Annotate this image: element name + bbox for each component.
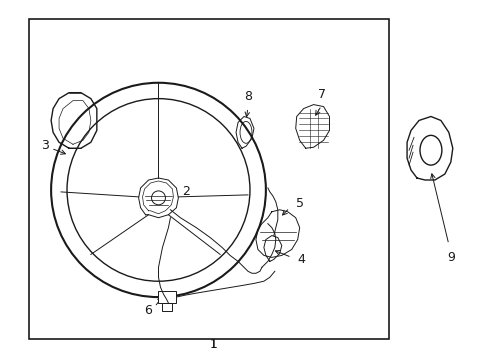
Text: 3: 3	[41, 139, 49, 152]
Text: 4: 4	[297, 253, 305, 266]
Bar	[162, 303, 172, 311]
Polygon shape	[406, 117, 452, 180]
Bar	[29, 19, 388, 339]
Text: 7: 7	[317, 87, 325, 100]
Text: 1: 1	[209, 338, 217, 351]
Polygon shape	[295, 105, 329, 148]
Polygon shape	[51, 93, 97, 148]
Ellipse shape	[151, 191, 165, 205]
Polygon shape	[236, 117, 253, 148]
Text: 8: 8	[244, 90, 251, 103]
Text: 5: 5	[295, 197, 303, 210]
Ellipse shape	[51, 83, 265, 297]
Text: 6: 6	[144, 305, 152, 318]
Polygon shape	[255, 210, 299, 257]
Text: 9: 9	[446, 251, 454, 265]
Polygon shape	[138, 178, 178, 218]
Text: 2: 2	[182, 185, 190, 198]
Polygon shape	[264, 235, 281, 261]
Bar	[158, 291, 176, 303]
